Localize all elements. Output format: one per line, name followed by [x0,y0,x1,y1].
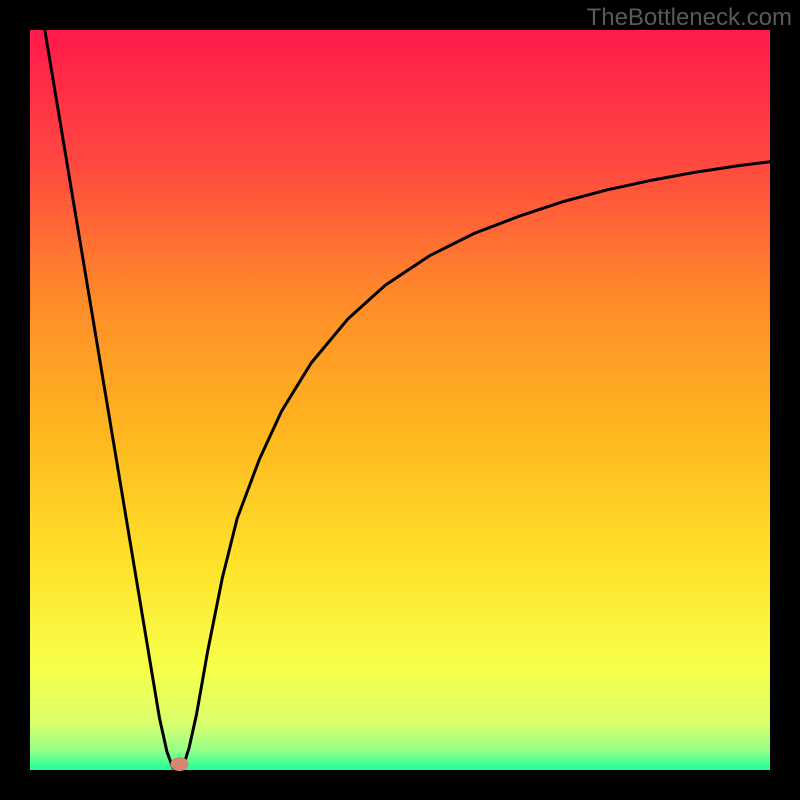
bottleneck-chart-svg [0,0,800,800]
chart-gradient-background [30,30,770,770]
optimal-point-marker [170,757,188,771]
chart-container: { "watermark": { "text": "TheBottleneck.… [0,0,800,800]
